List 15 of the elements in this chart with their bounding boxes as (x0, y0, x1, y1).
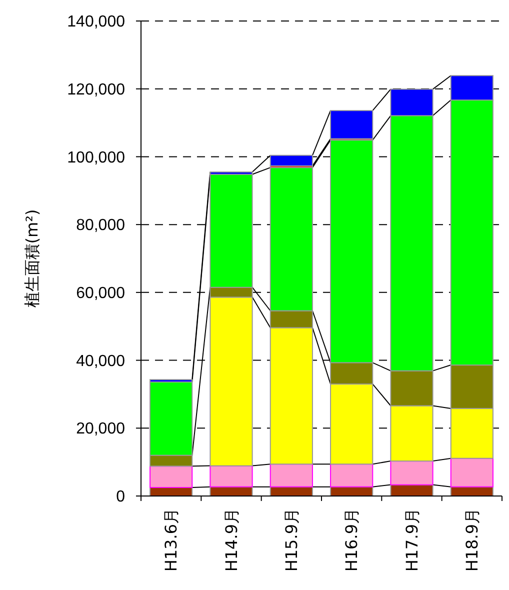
x-tick-label: H14.9月 (222, 508, 241, 572)
x-tick-label: H18.9月 (462, 508, 482, 572)
y-tick-label: 0 (116, 488, 126, 506)
y-axis-title: 植生面積(m²) (22, 209, 42, 308)
y-tick-label: 60,000 (76, 285, 126, 302)
y-tick-label: 140,000 (67, 14, 126, 31)
x-tick-label: H15.9月 (282, 508, 302, 572)
x-tick-label: H13.6月 (162, 508, 181, 572)
x-tick-label: H16.9月 (342, 508, 362, 572)
y-tick-label: 40,000 (76, 352, 126, 370)
y-tick-label: 20,000 (76, 420, 126, 438)
y-tick-label: 120,000 (67, 81, 126, 98)
y-tick-label: 80,000 (76, 217, 126, 234)
y-tick-label: 100,000 (67, 149, 126, 166)
x-tick-label: H17.9月 (402, 508, 422, 572)
